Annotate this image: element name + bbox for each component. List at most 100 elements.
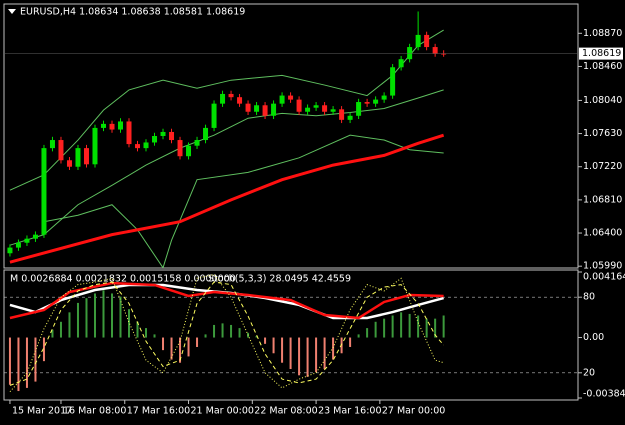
histogram-bar (349, 337, 352, 347)
histogram-bar (179, 337, 182, 363)
y-tick-label: 1.07630 (583, 128, 622, 139)
stoch-title: Stoch(5,3,3) 28.0495 42.4559 (208, 274, 351, 285)
candle-body (339, 109, 345, 120)
x-tick-label: 17 Mar 16:00 (127, 406, 190, 417)
main-frame (3, 3, 579, 269)
candle-body (152, 136, 158, 143)
indicator-line (9, 273, 444, 393)
candle-body (271, 103, 277, 116)
histogram-bar (68, 312, 71, 338)
candle-body (262, 105, 268, 116)
histogram-bar (8, 337, 11, 385)
candle-body (432, 47, 438, 54)
histogram-bar (374, 321, 377, 338)
y-tick-label: 1.08460 (583, 61, 622, 72)
candle-body (160, 131, 166, 136)
histogram-bar (408, 313, 411, 338)
candle-body (398, 59, 404, 68)
histogram-bar (196, 337, 199, 347)
histogram-bar (76, 302, 79, 338)
menu-arrow[interactable] (8, 9, 16, 14)
candle-body (245, 103, 251, 112)
axes: 1.08870 1.08460 1.08040 1.07630 1.07220 1.068… (9, 28, 625, 417)
histogram-bar (391, 315, 394, 338)
candle-body (100, 123, 106, 128)
histogram-bar (136, 321, 139, 338)
histogram-bar (383, 318, 386, 338)
histogram-bar (25, 337, 28, 388)
candle-body (135, 144, 141, 149)
histogram-bar (59, 321, 62, 338)
overlay-line (43, 134, 444, 268)
y-tick-label: 1.06400 (583, 228, 622, 239)
candle-body (92, 127, 98, 165)
main-title: EURUSD,H4 1.08634 1.08638 1.08581 1.0861… (20, 7, 245, 18)
candle-body (186, 145, 192, 157)
candle-body (109, 123, 115, 130)
candle-body (254, 105, 260, 112)
histogram-bar (238, 328, 241, 338)
histogram-bar (102, 290, 105, 338)
histogram-bar (434, 318, 437, 338)
x-tick-label: 23 Mar 16:00 (318, 406, 381, 417)
candle-body (296, 99, 302, 112)
x-tick-label: 15 Mar 2017 (12, 406, 72, 417)
histogram-bar (51, 329, 54, 338)
histogram-bar (400, 312, 403, 338)
candle-body (211, 103, 217, 128)
candle-body (390, 67, 396, 96)
candle-body (381, 95, 387, 100)
candle-body (194, 140, 200, 146)
histogram-bar (255, 335, 258, 338)
candle-body (177, 140, 183, 157)
overlay-line (9, 29, 444, 191)
candle-body (441, 53, 447, 55)
candle-body (15, 242, 21, 248)
histogram-bar (289, 337, 292, 370)
candle-body (279, 95, 285, 104)
candle-body (7, 247, 13, 254)
x-tick-label: 16 Mar 08:00 (63, 406, 126, 417)
candle-body (66, 160, 72, 167)
histogram-bar (417, 315, 420, 338)
histogram-bar (34, 337, 37, 382)
candle-body (32, 234, 38, 239)
histogram-bar (332, 337, 335, 360)
y-tick-label: 1.08870 (583, 28, 622, 39)
histogram-bar (281, 337, 284, 363)
histogram-bar (315, 337, 318, 373)
x-tick-label: 21 Mar 00:00 (191, 406, 254, 417)
candle-body (228, 93, 234, 98)
histogram-bar (272, 337, 275, 354)
y2-tick-label: 20 (583, 367, 595, 378)
y-tick-label: 1.08040 (583, 95, 622, 106)
histogram-bar (357, 334, 360, 338)
candle-body (322, 105, 328, 112)
histogram-bar (230, 324, 233, 338)
y2-tick-label: 80 (583, 292, 595, 303)
candle-body (118, 121, 124, 130)
x-tick-label: 22 Mar 08:00 (254, 406, 317, 417)
candle-body (58, 140, 64, 161)
overlay-line (9, 133, 445, 264)
candle-body (313, 105, 319, 108)
histogram-bar (42, 337, 45, 362)
histogram-bar (128, 309, 131, 338)
y-tick-label: 1.05990 (583, 261, 622, 272)
last-price-label: 1.08619 (582, 48, 621, 59)
x-tick-label: 27 Mar 00:00 (382, 406, 445, 417)
candle-body (330, 109, 336, 112)
y-tick-label: -0.003842 (583, 389, 625, 400)
candle-body (364, 102, 370, 104)
candle-body (407, 47, 413, 60)
main-plot (4, 11, 578, 268)
histogram-bar (442, 315, 445, 338)
candle-body (288, 95, 294, 100)
y-tick-label: 1.06810 (583, 194, 622, 205)
macd-title: M 0.0026884 0.0021832 0.0015158 0.000000… (10, 274, 236, 285)
candle-body (143, 142, 149, 149)
candle-body (356, 102, 362, 116)
indicator-line (9, 281, 444, 320)
last-price-box (579, 47, 623, 60)
candle-body (75, 148, 81, 167)
